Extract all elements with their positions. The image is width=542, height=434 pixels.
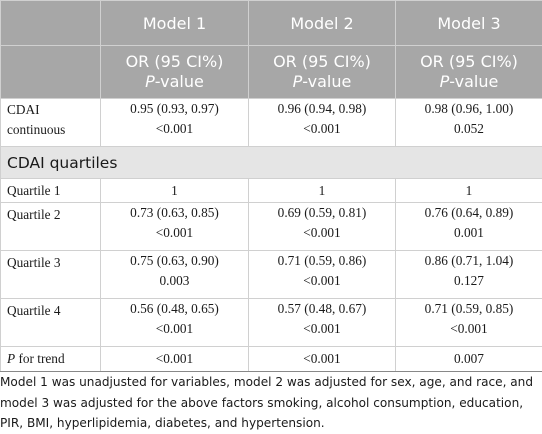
p-value: 0.001: [396, 223, 542, 243]
table-row-quartile-2: Quartile 2 0.73 (0.63, 0.85) <0.001 0.69…: [1, 203, 542, 251]
subheader-p-suffix: -value: [302, 72, 351, 91]
table-row-quartile-3: Quartile 3 0.75 (0.63, 0.90) 0.003 0.71 …: [1, 251, 542, 299]
p-value: <0.001: [396, 319, 542, 339]
subheader-p-suffix: -value: [155, 72, 204, 91]
p-value: <0.001: [249, 119, 395, 139]
cell-model-3: 0.007: [396, 347, 542, 372]
table-footnote: Model 1 was unadjusted for variables, mo…: [0, 372, 540, 434]
row-label: CDAI continuous: [1, 99, 101, 147]
model-2-subheader: OR (95 CI%) P-value: [249, 46, 396, 99]
table-row-p-for-trend: P for trend <0.001 <0.001 0.007: [1, 347, 542, 372]
cell-model-1: <0.001: [101, 347, 249, 372]
cell-model-3: 1: [396, 179, 542, 203]
subheader-or-label: OR (95 CI%): [249, 52, 395, 72]
p-value: <0.001: [249, 271, 395, 291]
cell-model-1: 1: [101, 179, 249, 203]
header-row-measures: OR (95 CI%) P-value OR (95 CI%) P-value …: [1, 46, 542, 99]
row-label: Quartile 1: [1, 179, 101, 203]
row-label: P for trend: [1, 347, 101, 372]
row-label: Quartile 2: [1, 203, 101, 251]
cell-model-3: 0.86 (0.71, 1.04) 0.127: [396, 251, 542, 299]
section-row-cdai-quartiles: CDAI quartiles: [1, 147, 542, 179]
table-row-quartile-1: Quartile 1 1 1 1: [1, 179, 542, 203]
cell-model-2: 0.69 (0.59, 0.81) <0.001: [249, 203, 396, 251]
subheader-p-suffix: -value: [449, 72, 498, 91]
header-corner-cell-2: [1, 46, 101, 99]
row-label: Quartile 4: [1, 299, 101, 347]
subheader-p-italic: P: [145, 72, 155, 91]
results-table: Model 1 Model 2 Model 3 OR (95 CI%) P-va…: [0, 0, 542, 372]
cell-model-3: 0.76 (0.64, 0.89) 0.001: [396, 203, 542, 251]
cell-model-1: 0.75 (0.63, 0.90) 0.003: [101, 251, 249, 299]
p-value: 0.003: [101, 271, 248, 291]
or-value: 0.75 (0.63, 0.90): [101, 251, 248, 271]
model-3-header: Model 3: [396, 1, 542, 46]
p-value: <0.001: [101, 319, 248, 339]
row-label-p-italic: P: [7, 351, 15, 366]
cell-model-1: 0.73 (0.63, 0.85) <0.001: [101, 203, 249, 251]
or-value: 0.96 (0.94, 0.98): [249, 99, 395, 119]
cell-model-2: <0.001: [249, 347, 396, 372]
cell-model-1: 0.95 (0.93, 0.97) <0.001: [101, 99, 249, 147]
table-row-cdai-continuous: CDAI continuous 0.95 (0.93, 0.97) <0.001…: [1, 99, 542, 147]
subheader-or-label: OR (95 CI%): [396, 52, 542, 72]
row-label-rest: for trend: [15, 351, 64, 366]
p-value: <0.001: [101, 119, 248, 139]
or-value: 0.95 (0.93, 0.97): [101, 99, 248, 119]
cell-model-1: 0.56 (0.48, 0.65) <0.001: [101, 299, 249, 347]
or-value: 0.98 (0.96, 1.00): [396, 99, 542, 119]
model-1-header: Model 1: [101, 1, 249, 46]
row-label: Quartile 3: [1, 251, 101, 299]
or-value: 0.76 (0.64, 0.89): [396, 203, 542, 223]
or-value: 0.69 (0.59, 0.81): [249, 203, 395, 223]
model-2-header: Model 2: [249, 1, 396, 46]
or-value: 0.57 (0.48, 0.67): [249, 299, 395, 319]
header-corner-cell: [1, 1, 101, 46]
cell-model-3: 0.98 (0.96, 1.00) 0.052: [396, 99, 542, 147]
subheader-p-italic: P: [293, 72, 303, 91]
p-value: <0.001: [249, 319, 395, 339]
cell-model-2: 0.71 (0.59, 0.86) <0.001: [249, 251, 396, 299]
or-value: 0.71 (0.59, 0.86): [249, 251, 395, 271]
model-3-subheader: OR (95 CI%) P-value: [396, 46, 542, 99]
p-value: <0.001: [249, 223, 395, 243]
header-row-models: Model 1 Model 2 Model 3: [1, 1, 542, 46]
cell-model-3: 0.71 (0.59, 0.85) <0.001: [396, 299, 542, 347]
cell-model-2: 0.57 (0.48, 0.67) <0.001: [249, 299, 396, 347]
or-value: 0.73 (0.63, 0.85): [101, 203, 248, 223]
p-value: 0.127: [396, 271, 542, 291]
or-value: 0.86 (0.71, 1.04): [396, 251, 542, 271]
subheader-p-italic: P: [440, 72, 450, 91]
p-value: 0.052: [396, 119, 542, 139]
model-1-subheader: OR (95 CI%) P-value: [101, 46, 249, 99]
cell-model-2: 1: [249, 179, 396, 203]
section-label: CDAI quartiles: [1, 147, 542, 179]
subheader-or-label: OR (95 CI%): [101, 52, 248, 72]
or-value: 0.71 (0.59, 0.85): [396, 299, 542, 319]
p-value: <0.001: [101, 223, 248, 243]
or-value: 0.56 (0.48, 0.65): [101, 299, 248, 319]
table-row-quartile-4: Quartile 4 0.56 (0.48, 0.65) <0.001 0.57…: [1, 299, 542, 347]
cell-model-2: 0.96 (0.94, 0.98) <0.001: [249, 99, 396, 147]
